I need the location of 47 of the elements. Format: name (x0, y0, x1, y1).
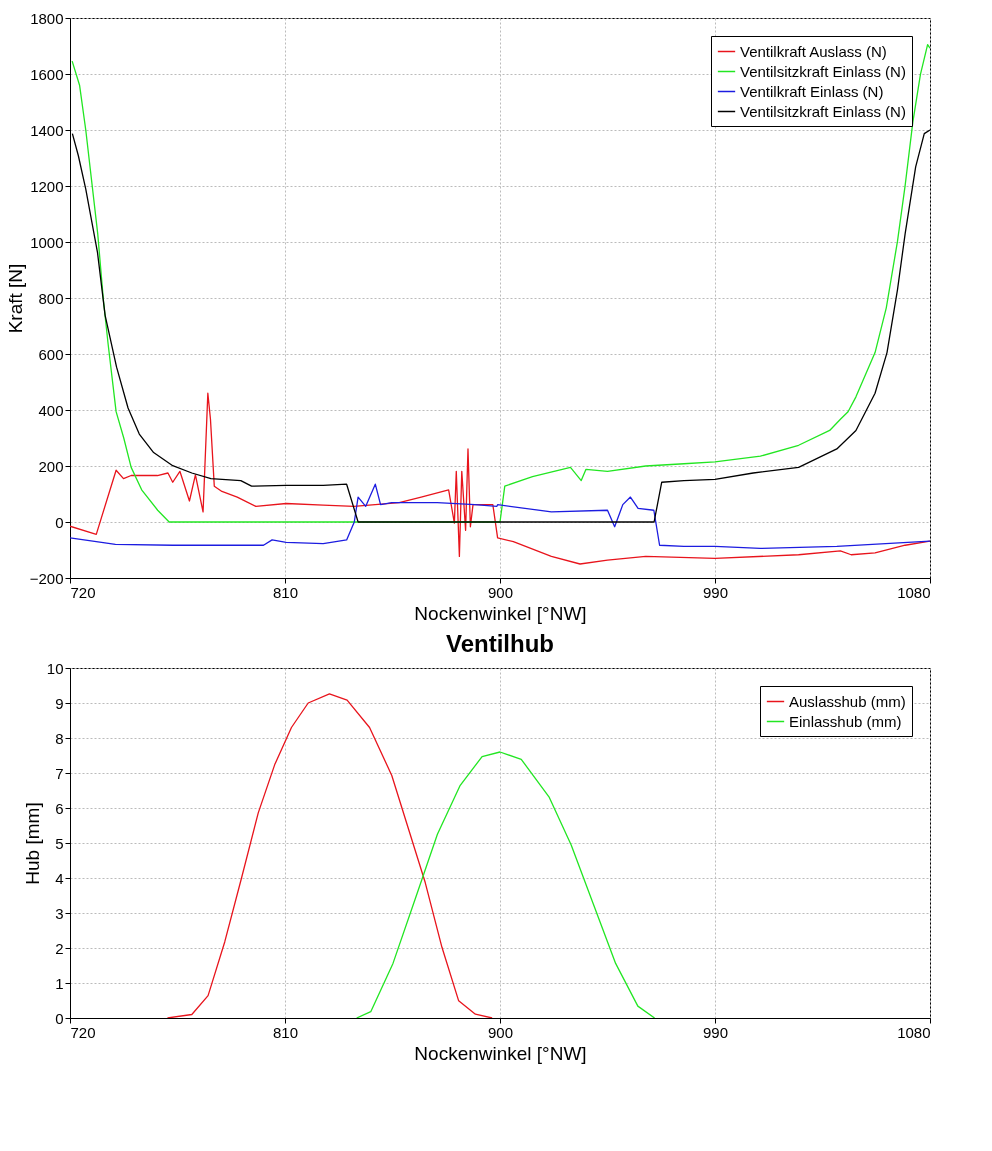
y-tick-label: 800 (38, 289, 64, 307)
y-tick-label: 4 (55, 869, 64, 887)
line-series (70, 483, 930, 549)
x-tick-label: 720 (70, 583, 96, 601)
legend-label: Ventilsitzkraft Einlass (N) (740, 102, 906, 120)
y-tick-label: 200 (38, 457, 64, 475)
y-tick-label: 1000 (30, 233, 64, 251)
legend-label: Auslasshub (mm) (789, 692, 906, 710)
y-axis-title: Hub [mm] (21, 802, 43, 885)
x-tick-label: 900 (487, 1023, 514, 1041)
y-tick-label: 0 (55, 513, 64, 531)
line-series (71, 43, 930, 523)
y-tick-label: 1 (55, 974, 64, 992)
line-series (356, 751, 656, 1018)
y-tick-label: 10 (46, 659, 64, 677)
y-tick-label: 1400 (30, 121, 64, 139)
y-tick-label: 2 (55, 939, 64, 957)
y-tick-label: 5 (55, 834, 64, 852)
y-tick-label: 7 (55, 764, 64, 782)
y-tick-label: −200 (29, 569, 64, 587)
x-tick-label: 810 (272, 1023, 299, 1041)
x-tick-label: 1080 (897, 1023, 931, 1041)
y-tick-label: 6 (55, 799, 64, 817)
legend-label: Ventilsitzkraft Einlass (N) (740, 62, 906, 80)
x-axis-title: Nockenwinkel [°NW] (414, 1042, 587, 1064)
x-tick-label: 990 (702, 1023, 729, 1041)
y-tick-label: 8 (55, 729, 64, 747)
x-axis-title: Nockenwinkel [°NW] (414, 602, 587, 624)
legend-label: Einlasshub (mm) (789, 712, 902, 730)
y-tick-label: 400 (38, 401, 64, 419)
y-tick-label: 1200 (30, 177, 64, 195)
x-tick-label: 990 (702, 583, 729, 601)
chart-title: Ventilhub (446, 630, 554, 657)
x-tick-label: 1080 (897, 583, 931, 601)
y-tick-label: 1600 (30, 65, 64, 83)
y-axis-title: Kraft [N] (4, 263, 26, 334)
y-tick-label: 600 (38, 345, 64, 363)
x-tick-label: 900 (487, 583, 514, 601)
x-tick-label: 720 (70, 1023, 96, 1041)
y-tick-label: 9 (55, 694, 64, 712)
legend-label: Ventilkraft Auslass (N) (740, 42, 887, 60)
x-tick-label: 810 (272, 583, 299, 601)
y-tick-label: 0 (55, 1009, 64, 1027)
y-tick-label: 1800 (30, 9, 64, 27)
y-tick-label: 3 (55, 904, 64, 922)
legend-label: Ventilkraft Einlass (N) (740, 82, 884, 100)
line-series (166, 693, 493, 1018)
